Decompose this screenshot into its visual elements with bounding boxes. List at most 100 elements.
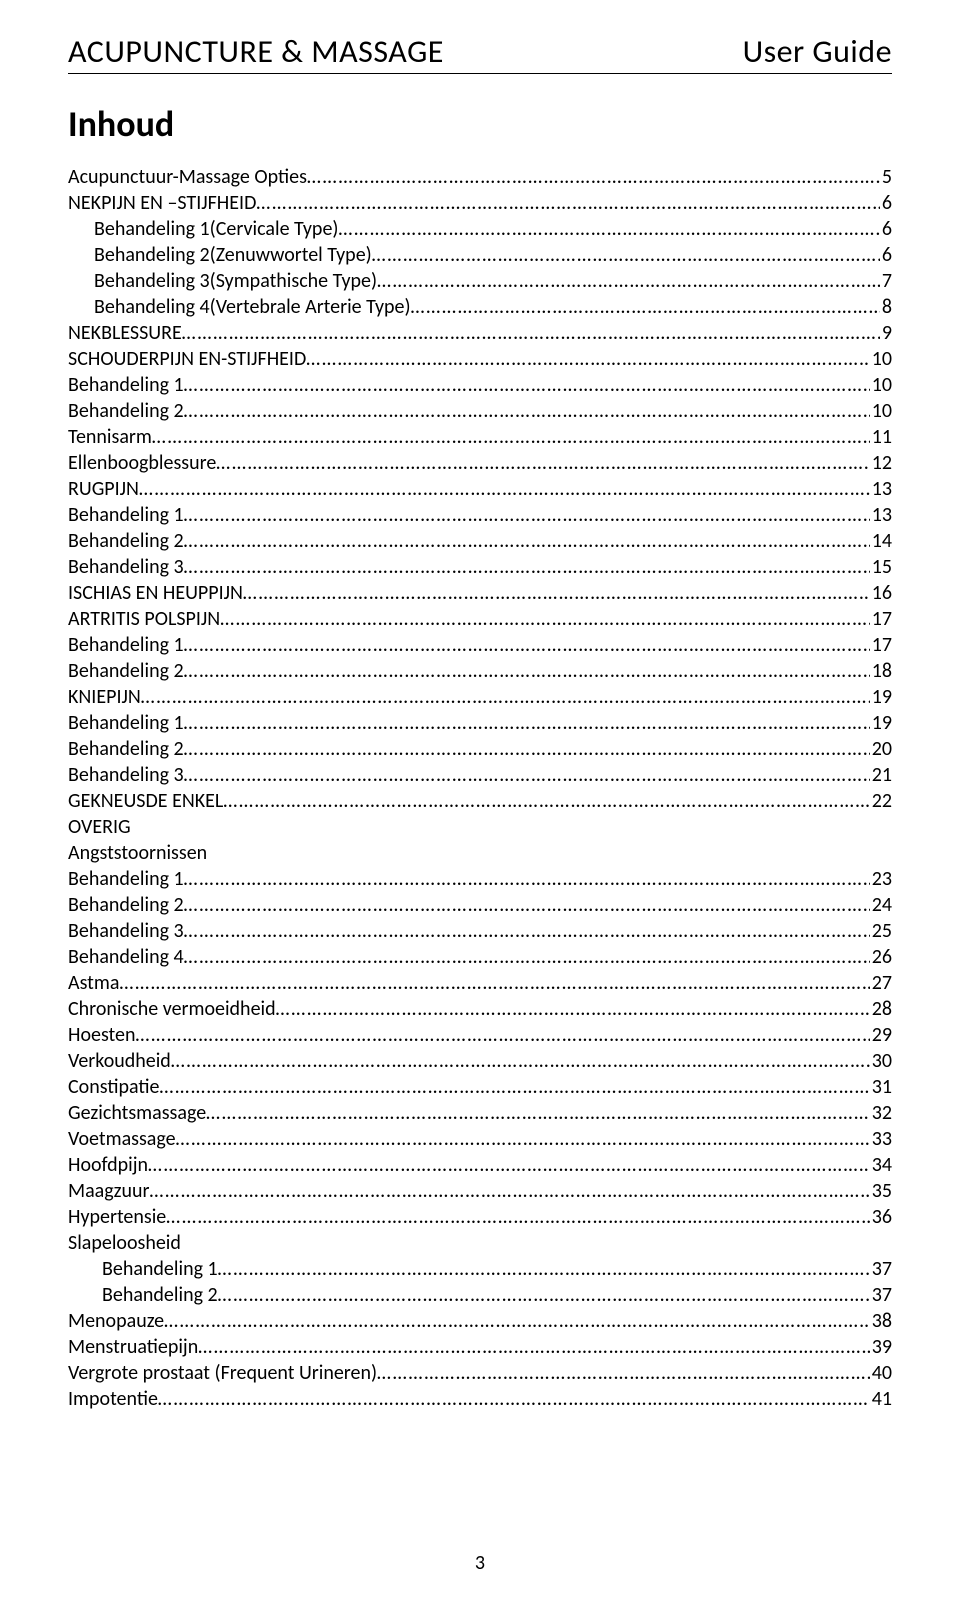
toc-entry: Hoesten29 [68,1022,892,1048]
toc-entry-page: 9 [880,320,892,346]
toc-entry: OVERIG [68,814,892,840]
toc-leader [176,1126,870,1152]
toc-leader [171,1048,870,1074]
toc-entry-page: 30 [870,1048,892,1074]
toc-leader [149,1178,869,1204]
toc-entry: Impotentie41 [68,1386,892,1412]
toc-entry-page: 37 [870,1256,892,1282]
toc-leader [119,970,869,996]
toc-entry-page: 22 [870,788,892,814]
toc-leader [182,320,880,346]
toc-entry-text: Behandeling 2 [68,736,184,762]
toc-entry-page: 16 [870,580,892,606]
toc-entry: Ellenboogblessure12 [68,450,892,476]
toc-entry-text: Ellenboogblessure [68,450,216,476]
toc-entry-text: Angststoornissen [68,840,207,866]
toc-entry-page: 18 [870,658,892,684]
toc-entry: Behandeling 119 [68,710,892,736]
toc-entry: Behandeling 2(Zenuwwortel Type)6 [68,242,892,268]
toc-entry: Behandeling 4(Vertebrale Arterie Type)8 [68,294,892,320]
table-of-contents: Acupunctuur-Massage Opties5NEKPIJN EN –S… [68,164,892,1412]
toc-entry-text: OVERIG [68,814,131,840]
toc-entry-text: Acupunctuur-Massage Opties [68,164,307,190]
toc-entry: Angststoornissen [68,840,892,866]
toc-entry-text: Hypertensie [68,1204,166,1230]
toc-entry-page: 35 [870,1178,892,1204]
toc-leader [152,424,870,450]
toc-leader [377,268,880,294]
toc-entry: Behandeling 426 [68,944,892,970]
toc-entry: Acupunctuur-Massage Opties5 [68,164,892,190]
toc-entry-text: Behandeling 2 [102,1282,218,1308]
toc-entry-page: 37 [870,1282,892,1308]
toc-entry-text: Slapeloosheid [68,1230,181,1256]
toc-entry: Behandeling 1(Cervicale Type)6 [68,216,892,242]
toc-entry-page: 25 [870,918,892,944]
toc-leader [243,580,870,606]
toc-entry: GEKNEUSDE ENKEL22 [68,788,892,814]
page-number: 3 [0,1551,960,1575]
toc-entry-text: Behandeling 4 [68,944,184,970]
toc-entry-page: 36 [870,1204,892,1230]
toc-leader [184,372,870,398]
toc-leader [159,1074,869,1100]
toc-entry-text: Behandeling 1 [68,710,184,736]
toc-leader [218,1256,870,1282]
toc-leader [216,450,869,476]
toc-entry-text: Verkoudheid [68,1048,171,1074]
toc-leader [218,1282,870,1308]
toc-entry-text: Behandeling 3 [68,918,184,944]
toc-entry: Behandeling 214 [68,528,892,554]
toc-entry-page: 6 [880,190,892,216]
toc-entry: Behandeling 3 25 [68,918,892,944]
page-header: ACUPUNCTURE & MASSAGE User Guide [68,32,892,74]
toc-leader [141,684,870,710]
toc-entry-page: 27 [870,970,892,996]
toc-entry: Behandeling 315 [68,554,892,580]
toc-entry-page: 23 [870,866,892,892]
toc-entry-text: Behandeling 1 [68,372,184,398]
toc-entry-page: 17 [870,632,892,658]
toc-entry: ISCHIAS EN HEUPPIJN16 [68,580,892,606]
toc-entry-text: Behandeling 3(Sympathische Type) [94,268,377,294]
toc-leader [372,242,880,268]
toc-leader [164,1308,870,1334]
toc-entry-page: 14 [870,528,892,554]
toc-entry-text: Behandeling 1 [68,632,184,658]
toc-entry: ARTRITIS POLSPIJN17 [68,606,892,632]
toc-leader [148,1152,870,1178]
toc-entry: Behandeling 1 17 [68,632,892,658]
toc-entry-text: SCHOUDERPIJN EN-STIJFHEID [68,346,306,372]
toc-entry-page: 11 [870,424,892,450]
toc-leader [184,892,870,918]
toc-entry: Constipatie31 [68,1074,892,1100]
toc-entry-text: Behandeling 3 [68,762,184,788]
toc-entry-text: Behandeling 1 [102,1256,218,1282]
header-title-left: ACUPUNCTURE & MASSAGE [68,32,444,71]
toc-leader [411,294,880,320]
toc-entry: Tennisarm11 [68,424,892,450]
toc-leader [184,866,870,892]
toc-entry-text: Behandeling 1 [68,866,184,892]
toc-entry-page: 21 [870,762,892,788]
toc-leader [184,632,870,658]
toc-entry: Maagzuur35 [68,1178,892,1204]
toc-entry-text: Behandeling 2 [68,658,184,684]
toc-entry-page: 29 [870,1022,892,1048]
toc-entry: Vergrote prostaat (Frequent Urineren)40 [68,1360,892,1386]
toc-entry-page: 17 [870,606,892,632]
toc-leader [184,944,870,970]
toc-entry-text: Vergrote prostaat (Frequent Urineren) [68,1360,377,1386]
toc-entry-text: Gezichtsmassage [68,1100,206,1126]
toc-entry: Menstruatiepijn39 [68,1334,892,1360]
toc-leader [307,164,880,190]
toc-leader [198,1334,870,1360]
toc-entry: Behandeling 2 37 [68,1282,892,1308]
toc-leader [256,190,879,216]
toc-entry-page: 31 [870,1074,892,1100]
toc-entry: Hypertensie 36 [68,1204,892,1230]
toc-leader [306,346,869,372]
toc-entry: Behandeling 110 [68,372,892,398]
toc-leader [220,606,870,632]
toc-entry: Behandeling 210 [68,398,892,424]
